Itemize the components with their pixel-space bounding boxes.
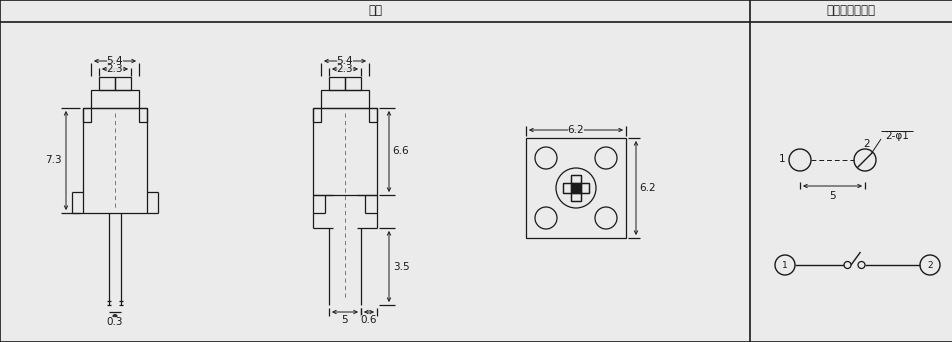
Text: 7.3: 7.3 <box>45 156 61 166</box>
Bar <box>563 183 588 193</box>
Bar <box>345 77 361 90</box>
Bar <box>83 108 90 122</box>
Text: 尺寸: 尺寸 <box>367 4 382 17</box>
Text: 2: 2 <box>863 139 869 149</box>
Text: 2: 2 <box>926 261 932 269</box>
Bar <box>570 183 581 193</box>
Text: 1: 1 <box>778 154 784 164</box>
Bar <box>115 77 130 90</box>
Text: 6.2: 6.2 <box>567 125 584 135</box>
Bar <box>328 77 345 90</box>
Text: 6.6: 6.6 <box>392 146 408 157</box>
Bar <box>368 108 377 122</box>
Text: 0.3: 0.3 <box>107 317 123 327</box>
Text: 1: 1 <box>782 261 787 269</box>
Bar <box>90 90 139 108</box>
Bar <box>83 108 147 213</box>
Text: 6.2: 6.2 <box>639 183 656 193</box>
Text: 2.3: 2.3 <box>107 64 123 74</box>
Text: 5.4: 5.4 <box>336 56 353 66</box>
Bar <box>312 108 377 195</box>
Text: 5.4: 5.4 <box>107 56 123 66</box>
Text: 5: 5 <box>342 315 347 325</box>
Bar <box>526 138 625 238</box>
Text: 2.3: 2.3 <box>336 64 353 74</box>
Text: 安装图及电路图: 安装图及电路图 <box>825 4 875 17</box>
Text: 5: 5 <box>828 191 835 201</box>
Bar <box>139 108 147 122</box>
Bar <box>570 175 581 201</box>
Text: 0.6: 0.6 <box>361 315 377 325</box>
Bar <box>312 108 321 122</box>
Text: 2-φ1: 2-φ1 <box>884 131 908 141</box>
Bar <box>99 77 115 90</box>
Text: 3.5: 3.5 <box>392 262 408 272</box>
Bar <box>321 90 368 108</box>
